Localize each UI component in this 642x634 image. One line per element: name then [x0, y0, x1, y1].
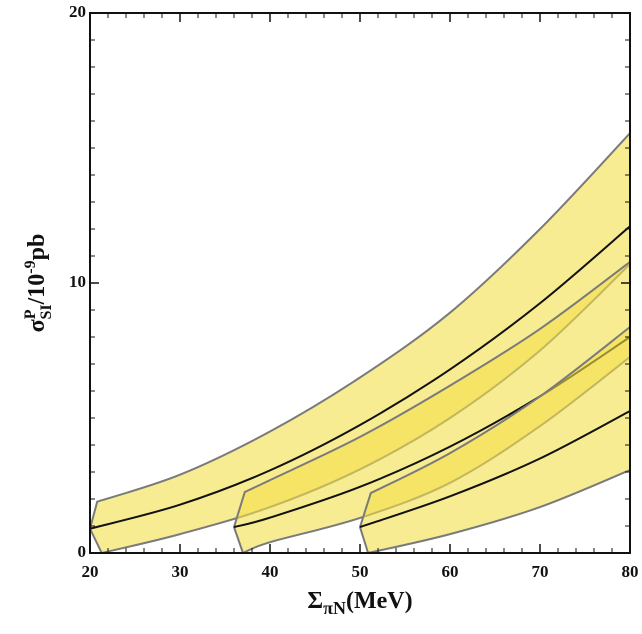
y-axis-label: σPSI/10-9pb: [22, 234, 55, 333]
x-tick-label: 20: [82, 562, 99, 581]
y-label-part: -9: [22, 260, 39, 273]
y-tick-label: 0: [78, 542, 87, 561]
central-line: [359, 410, 631, 529]
y-tick-label: 20: [69, 2, 86, 21]
y-tick-label: 10: [69, 272, 86, 291]
y-label-part: P: [22, 309, 39, 319]
x-label-part: Σ: [307, 588, 323, 614]
x-tick-label: 70: [532, 562, 549, 581]
x-tick-label: 30: [172, 562, 189, 581]
y-label-part: pb: [24, 234, 50, 261]
x-tick-label: 80: [622, 562, 639, 581]
y-label-part: /10: [24, 274, 50, 306]
plot-area: [88, 130, 631, 555]
central-line: [89, 225, 631, 530]
y-label-part: σ: [24, 319, 50, 332]
x-label-part: πN: [323, 598, 346, 618]
x-tick-label: 40: [262, 562, 279, 581]
x-axis-label: ΣπN(MeV): [307, 588, 412, 618]
x-tick-label: 60: [442, 562, 459, 581]
y-label-part: SI: [38, 304, 55, 319]
x-tick-label: 50: [352, 562, 369, 581]
x-label-part: (MeV): [346, 588, 413, 614]
